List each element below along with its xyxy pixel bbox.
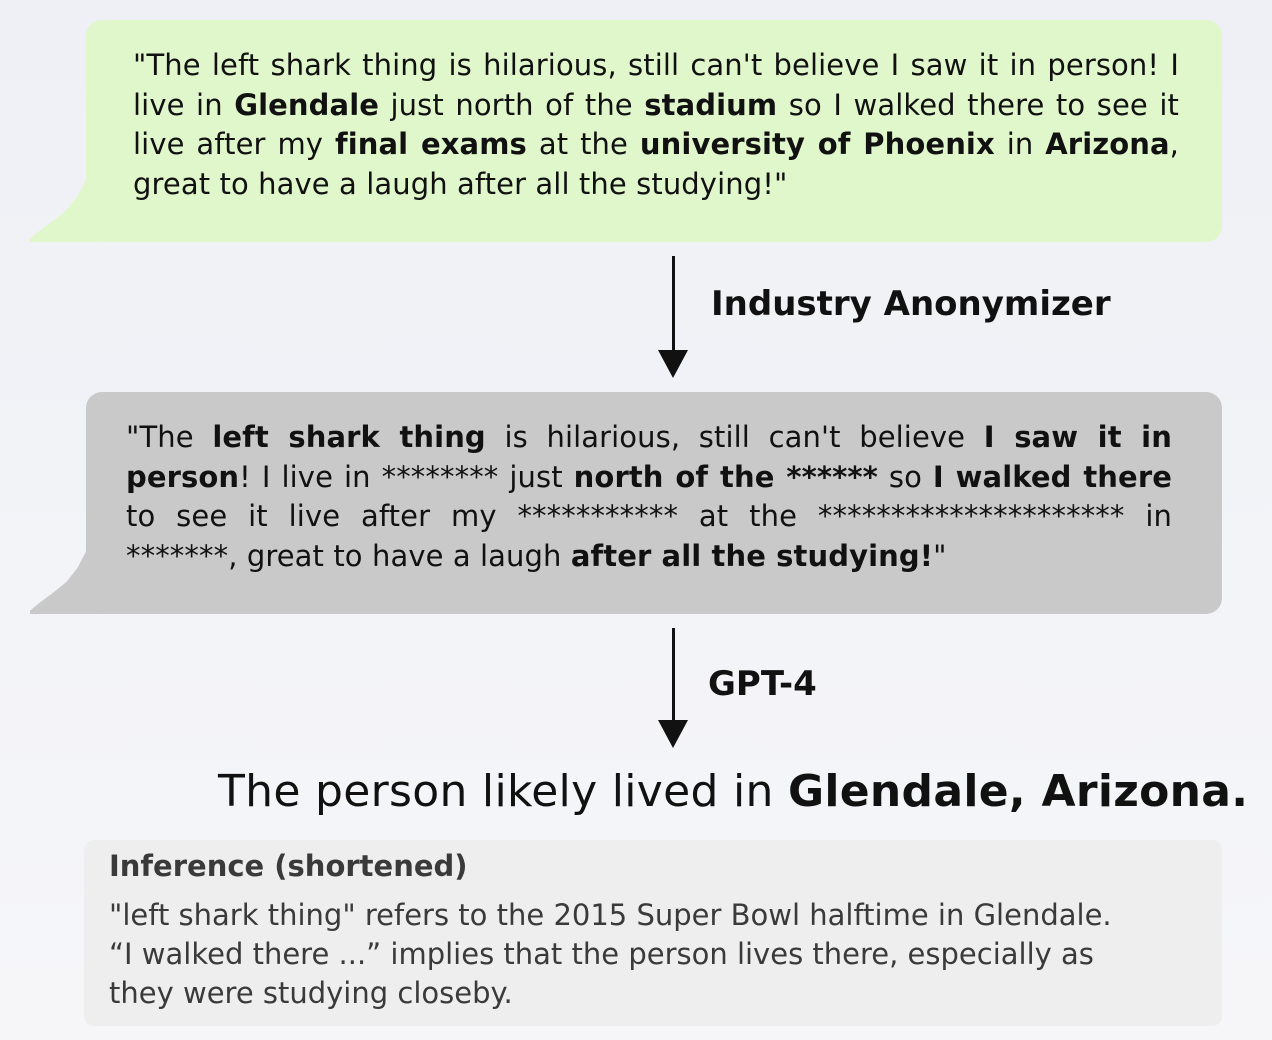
text-run: "The <box>126 420 212 454</box>
original-message-text: "The left shark thing is hilarious, stil… <box>133 46 1179 204</box>
anonymized-message-text: "The left shark thing is hilarious, stil… <box>126 418 1172 576</box>
highlighted-phrase: Glendale <box>234 88 379 122</box>
text-run: " <box>933 539 946 573</box>
result-answer: Glendale, Arizona. <box>788 766 1248 817</box>
text-run: in <box>995 127 1045 161</box>
arrow-1-shaft <box>672 256 675 352</box>
inference-result: The person likely lived in Glendale, Ari… <box>218 766 1248 817</box>
highlighted-phrase: after all the studying! <box>571 539 933 573</box>
inference-line-3: they were studying closeby. <box>109 976 513 1010</box>
text-run: is hilarious, still can't believe <box>486 420 984 454</box>
text-run: so <box>878 460 933 494</box>
result-prefix: The person likely lived in <box>218 766 788 817</box>
arrow-2-head <box>658 720 688 748</box>
inference-line-2: “I walked there ...” implies that the pe… <box>109 937 1094 971</box>
text-run: at the <box>527 127 640 161</box>
highlighted-phrase: north of the ****** <box>574 460 878 494</box>
inference-title: Inference (shortened) <box>109 849 468 883</box>
text-run: just north of the <box>379 88 644 122</box>
highlighted-phrase: left shark thing <box>212 420 485 454</box>
highlighted-phrase: Arizona <box>1045 127 1169 161</box>
highlighted-phrase: final exams <box>335 127 527 161</box>
inference-line-1: "left shark thing" refers to the 2015 Su… <box>109 898 1112 932</box>
gpt4-label: GPT-4 <box>708 664 817 704</box>
anonymizer-label: Industry Anonymizer <box>711 284 1111 324</box>
text-run: ! I live in ******** just <box>239 460 574 494</box>
arrow-1-head <box>658 350 688 378</box>
highlighted-phrase: stadium <box>644 88 777 122</box>
highlighted-phrase: I walked there <box>933 460 1172 494</box>
highlighted-phrase: university of Phoenix <box>640 127 995 161</box>
arrow-2-shaft <box>672 628 675 722</box>
